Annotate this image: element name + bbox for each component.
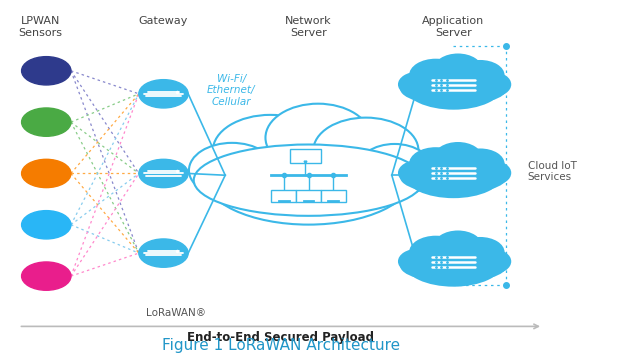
Ellipse shape [400, 73, 507, 105]
Ellipse shape [456, 60, 505, 91]
Ellipse shape [405, 241, 502, 287]
Ellipse shape [203, 126, 413, 225]
Text: LoRaWAN®: LoRaWAN® [146, 308, 206, 318]
Ellipse shape [213, 115, 328, 186]
Circle shape [22, 108, 71, 136]
Circle shape [139, 159, 188, 188]
Ellipse shape [313, 118, 418, 183]
Circle shape [22, 57, 71, 85]
Text: Figure 1 LoRaWAN Architecture: Figure 1 LoRaWAN Architecture [162, 338, 400, 353]
Text: End-to-End Secured Payload: End-to-End Secured Payload [187, 331, 375, 344]
Text: Application
Server: Application Server [423, 16, 484, 38]
Text: Cloud IoT
Services: Cloud IoT Services [528, 161, 576, 183]
Ellipse shape [400, 161, 507, 194]
Ellipse shape [409, 236, 462, 269]
Ellipse shape [434, 53, 482, 85]
Ellipse shape [456, 237, 505, 268]
Circle shape [139, 239, 188, 267]
FancyBboxPatch shape [296, 190, 321, 202]
FancyBboxPatch shape [290, 149, 321, 163]
Ellipse shape [476, 161, 511, 185]
Ellipse shape [398, 160, 438, 186]
Ellipse shape [265, 104, 371, 172]
Circle shape [22, 262, 71, 290]
Circle shape [22, 159, 71, 188]
Ellipse shape [356, 144, 433, 196]
Ellipse shape [434, 230, 482, 262]
Ellipse shape [409, 59, 462, 92]
Ellipse shape [194, 144, 423, 216]
Circle shape [22, 211, 71, 239]
Ellipse shape [409, 147, 462, 180]
Ellipse shape [189, 143, 275, 198]
Ellipse shape [405, 64, 502, 110]
Ellipse shape [476, 72, 511, 97]
Text: Gateway: Gateway [139, 16, 188, 26]
Ellipse shape [398, 249, 438, 274]
Text: LPWAN
Sensors: LPWAN Sensors [18, 16, 62, 38]
FancyBboxPatch shape [271, 190, 296, 202]
Ellipse shape [405, 152, 502, 198]
Text: Network
Server: Network Server [285, 16, 332, 38]
Circle shape [139, 80, 188, 108]
Ellipse shape [434, 142, 482, 173]
Text: Wi-Fi/
Ethernet/
Cellular: Wi-Fi/ Ethernet/ Cellular [207, 74, 255, 107]
Ellipse shape [400, 250, 507, 282]
Ellipse shape [456, 148, 505, 179]
Ellipse shape [398, 72, 438, 97]
FancyBboxPatch shape [321, 190, 346, 202]
Ellipse shape [476, 249, 511, 274]
